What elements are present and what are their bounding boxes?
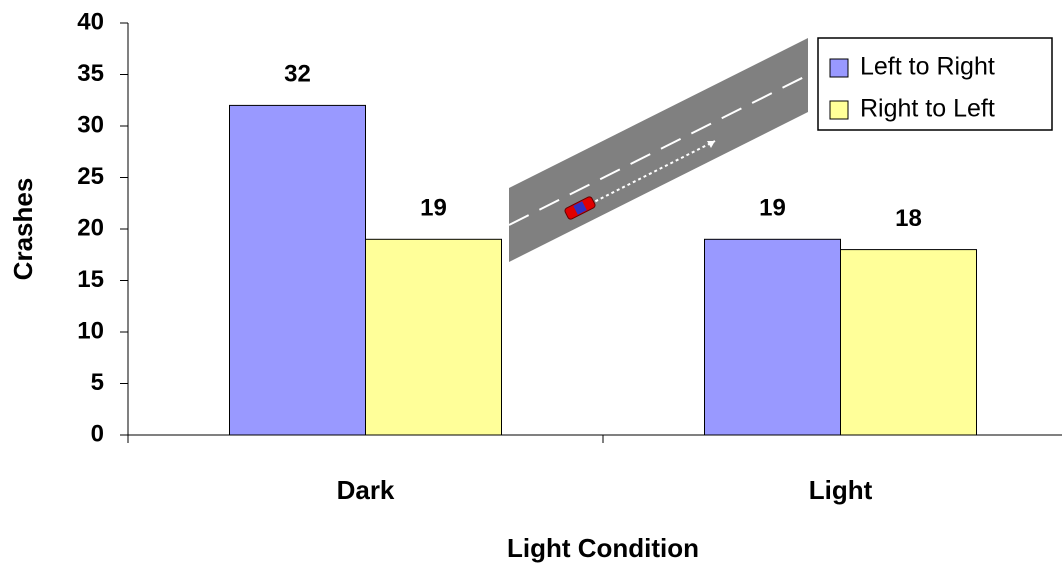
x-tick-label: Dark <box>337 475 395 505</box>
legend: Left to Right Right to Left <box>818 38 1052 130</box>
y-tick-label: 25 <box>77 163 104 190</box>
y-tick-label: 10 <box>77 317 104 344</box>
bar <box>230 105 366 435</box>
bar <box>366 239 502 435</box>
data-label: 19 <box>759 195 786 222</box>
x-axis-title: Light Condition <box>507 533 699 563</box>
legend-label: Left to Right <box>860 53 995 81</box>
data-label: 18 <box>895 205 922 232</box>
y-tick-label: 0 <box>91 420 104 447</box>
data-label: 32 <box>284 61 311 88</box>
y-axis-title: Crashes <box>8 178 38 281</box>
bar <box>705 239 841 435</box>
y-tick-label: 15 <box>77 266 104 293</box>
bar <box>841 250 977 435</box>
y-tick-label: 5 <box>91 369 104 396</box>
legend-swatch <box>830 59 848 77</box>
x-tick-label: Light <box>809 475 873 505</box>
data-label: 19 <box>420 195 447 222</box>
chart: Crashes Light Condition Left to Right Rig… <box>0 0 1062 569</box>
y-tick-label: 20 <box>77 214 104 241</box>
y-tick-label: 30 <box>77 111 104 138</box>
road-illustration <box>509 38 808 262</box>
y-tick-label: 40 <box>77 8 104 35</box>
legend-swatch <box>830 101 848 119</box>
legend-label: Right to Left <box>860 95 995 123</box>
y-tick-label: 35 <box>77 60 104 87</box>
